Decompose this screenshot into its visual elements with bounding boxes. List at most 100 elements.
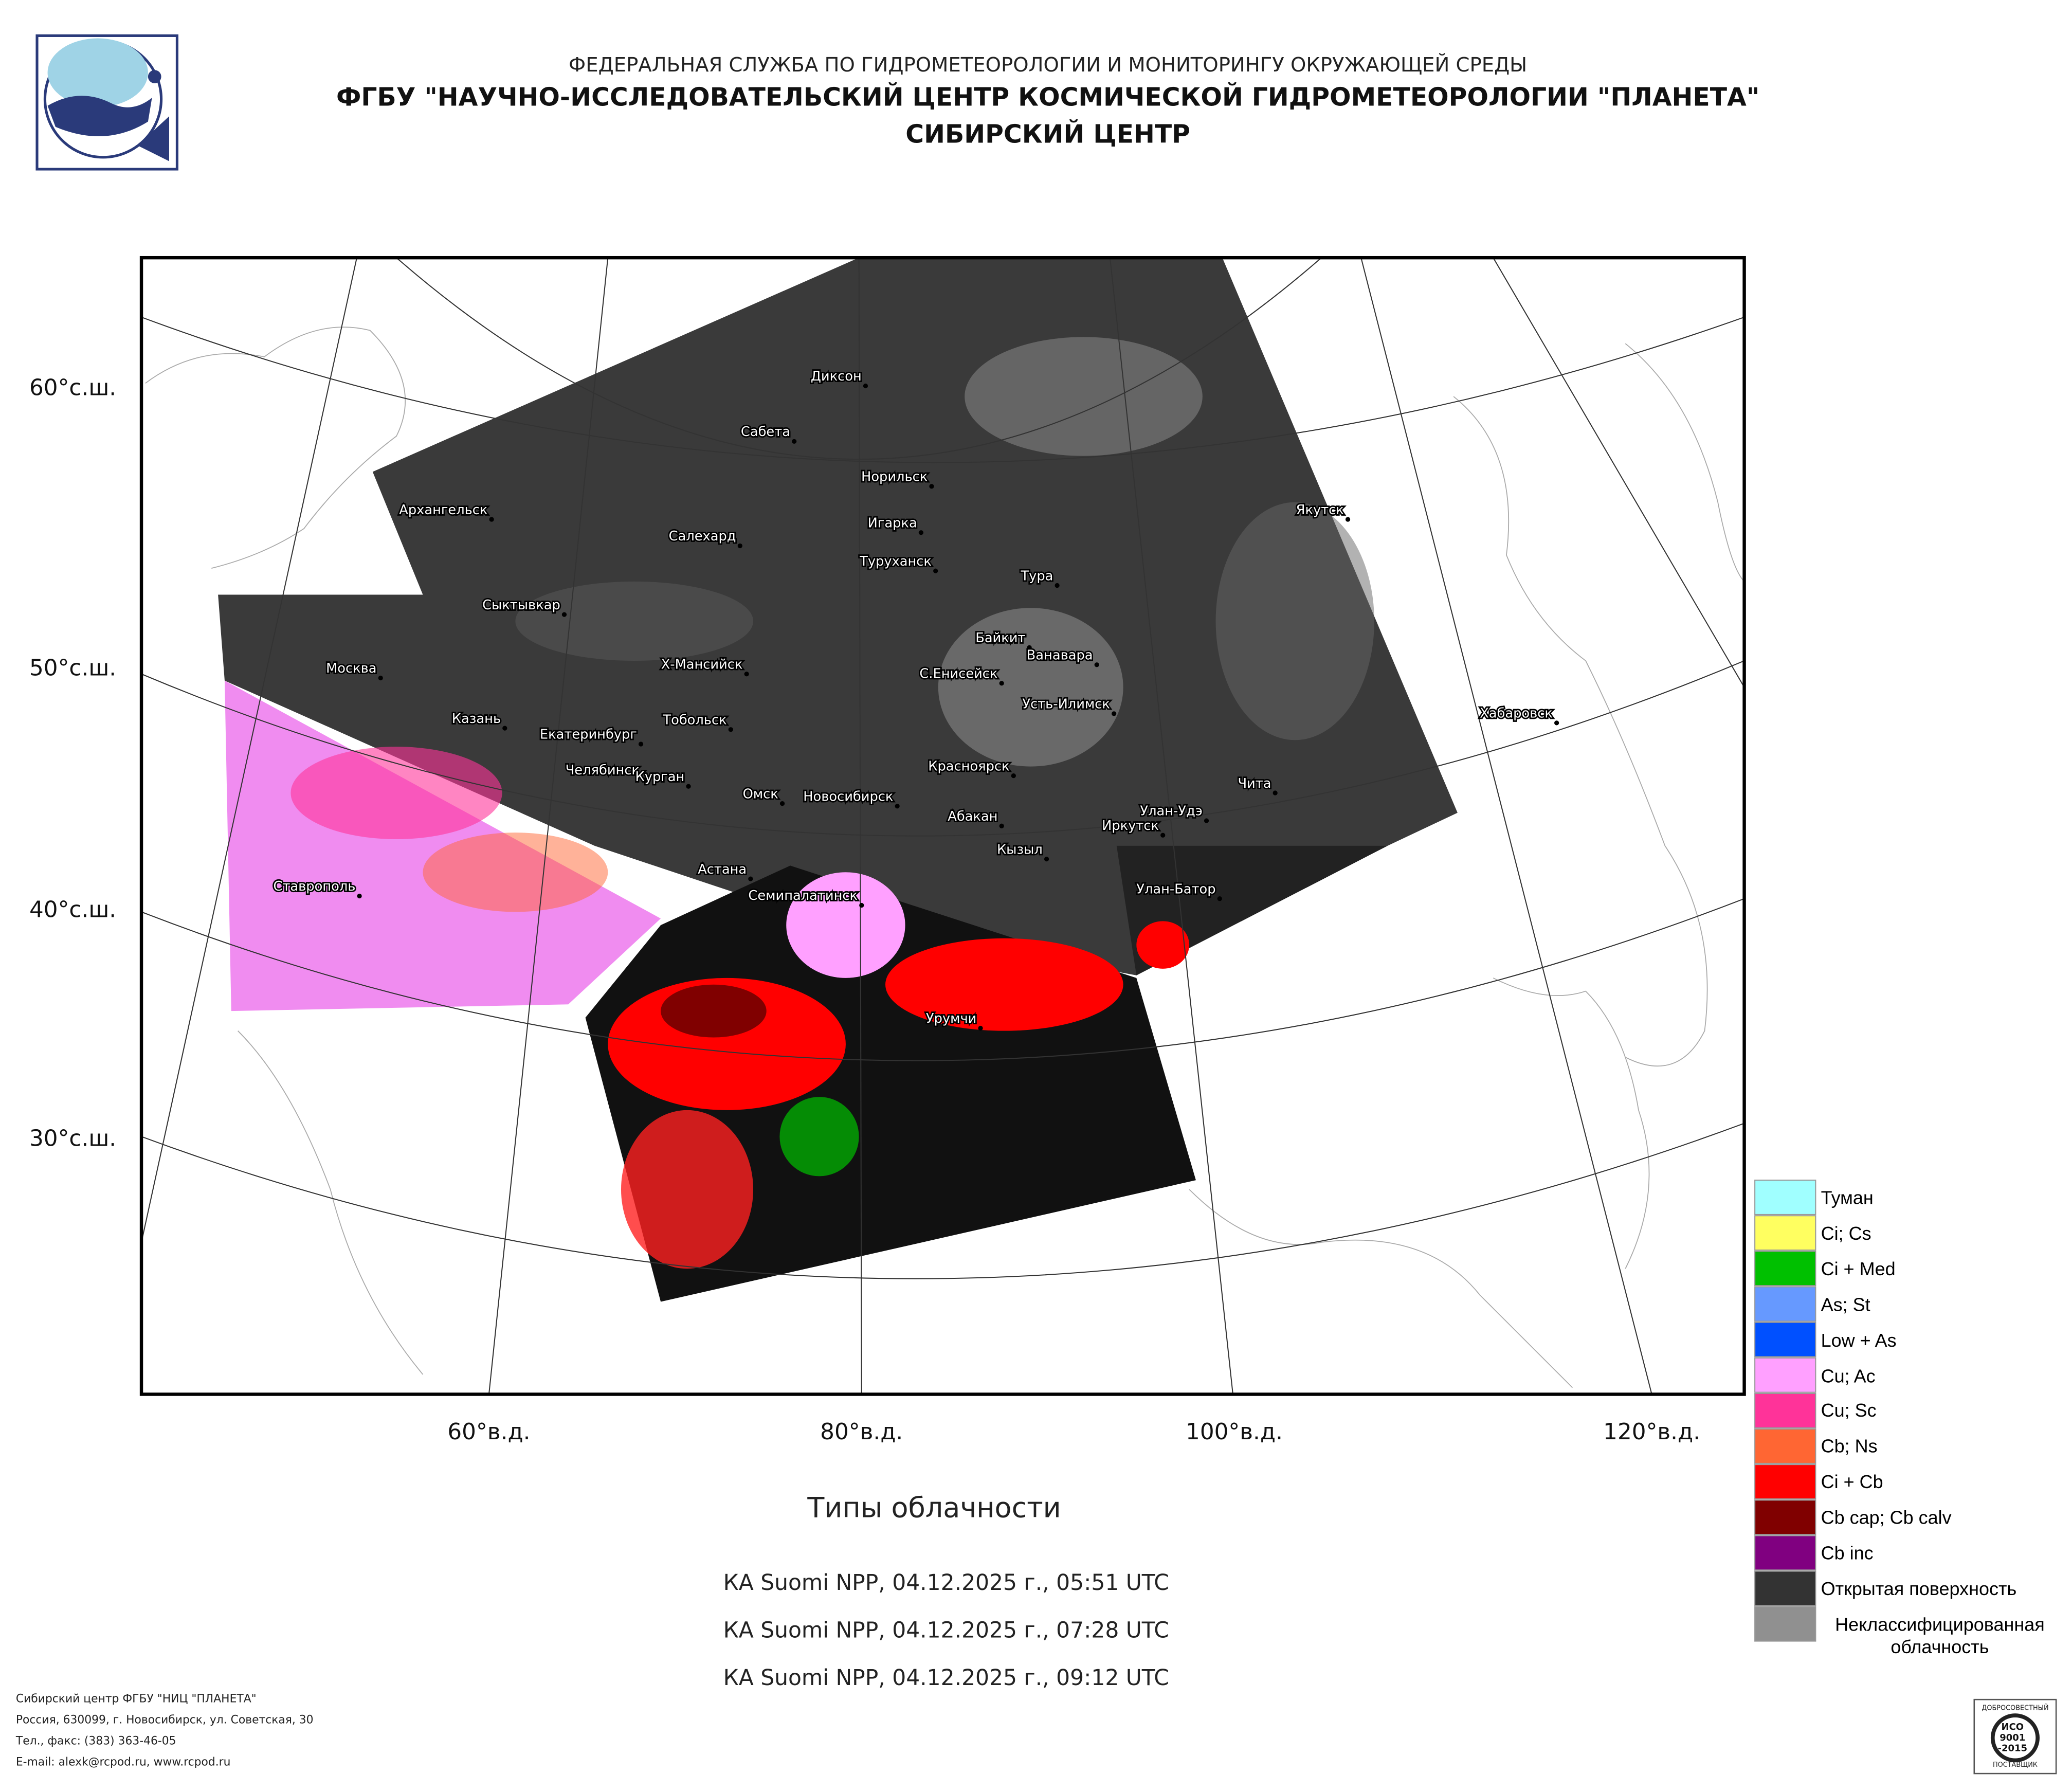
city-label: Якутск xyxy=(1296,502,1344,518)
city-label: Красноярск xyxy=(928,758,1009,774)
city-label: Казань xyxy=(452,711,501,727)
city-dot xyxy=(999,823,1004,828)
cloud-texture xyxy=(965,337,1203,456)
lat-label: 50°с.ш. xyxy=(29,655,116,681)
city-dot xyxy=(561,612,567,617)
axis-labels: 60°с.ш. 50°с.ш. 40°с.ш. 30°с.ш. 60°в.д. 80°в.… xyxy=(29,374,1700,1444)
meridian xyxy=(1360,258,1652,1395)
legend: Туман Ci; Cs Ci + Med As; St Low + As Cu; Ac C… xyxy=(1754,1180,2045,1657)
map-area: Диксон Сабета Норильск Архангельск Салехард И… xyxy=(141,258,1744,1395)
cloud-texture xyxy=(423,833,608,912)
city-dot xyxy=(859,902,864,908)
city-dot xyxy=(641,777,646,782)
city-label: Усть-Илимск xyxy=(1022,697,1110,712)
legend-swatch xyxy=(1754,1499,1816,1535)
city-dot xyxy=(999,681,1004,686)
city-label: Екатеринбург xyxy=(540,727,637,743)
city-dot xyxy=(1345,517,1351,522)
lat-label: 30°с.ш. xyxy=(29,1125,116,1151)
city-dot xyxy=(748,876,753,881)
badge-top: ДОБРОСОВЕСТНЫЙ xyxy=(1982,1704,2048,1712)
coastline xyxy=(1189,1189,1573,1388)
city-label: Москва xyxy=(326,661,376,676)
legend-label-box: Cu; Sc xyxy=(1821,1400,1877,1421)
city-label: Архангельск xyxy=(399,502,487,518)
city-label: Сабета xyxy=(741,424,790,440)
city-label: Ванавара xyxy=(1027,647,1093,663)
legend-swatch xyxy=(1754,1392,1816,1428)
city-dot xyxy=(1055,583,1060,588)
legend-label: Туман xyxy=(1821,1186,1874,1208)
legend-swatch xyxy=(1754,1606,1816,1642)
city-dot xyxy=(1112,711,1117,716)
legend-label: Cb cap; Cb calv xyxy=(1821,1507,1952,1528)
parallel xyxy=(141,316,1744,463)
city-label: Тобольск xyxy=(662,712,726,728)
legend-label-box: Cb; Ns xyxy=(1821,1435,1878,1457)
legend-label-box: Ci + Med xyxy=(1821,1258,1896,1279)
passes: КА Suomi NPP, 04.12.2025 г., 05:51 UTC КА… xyxy=(723,1570,1169,1690)
footer-line: Россия, 630099, г. Новосибирск, ул. Сове… xyxy=(16,1713,314,1726)
footer: Сибирский центр ФГБУ "НИЦ "ПЛАНЕТА" Росси… xyxy=(15,1692,314,1768)
meridian xyxy=(1493,258,1744,688)
legend-label: Cb inc xyxy=(1821,1542,1874,1564)
cloud-texture xyxy=(1215,502,1374,740)
logo xyxy=(35,34,179,171)
meridian xyxy=(1109,258,1233,1395)
city-label: Абакан xyxy=(948,809,997,824)
legend-label: Ci; Cs xyxy=(1821,1222,1871,1244)
city-dot xyxy=(1217,896,1222,901)
legend-swatch xyxy=(1754,1535,1816,1571)
city-dot xyxy=(933,568,938,573)
city-label: Ставрополь xyxy=(274,879,356,894)
city-label: Семипалатинск xyxy=(748,888,858,903)
badge-bottom: ПОСТАВЩИК xyxy=(1993,1761,2038,1769)
city-dot xyxy=(895,804,900,809)
city-dot xyxy=(1554,720,1559,726)
lon-label: 100°в.д. xyxy=(1186,1419,1283,1445)
legend-label-box: Cu; Ac xyxy=(1821,1365,1876,1386)
city-label: Байкит xyxy=(975,630,1025,646)
lon-label: 120°в.д. xyxy=(1603,1419,1700,1445)
cloud-texture xyxy=(290,747,502,840)
badge-line: ИСО xyxy=(2002,1722,2024,1732)
institute: ФГБУ "НАУЧНО-ИССЛЕДОВАТЕЛЬСКИЙ ЦЕНТР КОС… xyxy=(336,83,1759,112)
legend-label: Cb; Ns xyxy=(1821,1435,1878,1457)
pass-line: КА Suomi NPP, 04.12.2025 г., 07:28 UTC xyxy=(723,1617,1169,1642)
city-dot xyxy=(779,801,785,806)
city-dot xyxy=(1044,856,1049,862)
city-dot xyxy=(918,530,924,535)
city-dot xyxy=(744,672,749,677)
city-label: Урумчи xyxy=(926,1011,976,1026)
footer-line: Тел., факс: (383) 363-46-05 xyxy=(15,1735,176,1748)
legend-label-box: Открытая поверхность xyxy=(1821,1578,2017,1599)
legend-swatch xyxy=(1754,1286,1816,1322)
cloud-texture xyxy=(1136,921,1190,969)
legend-swatch xyxy=(1754,1464,1816,1500)
legend-swatch xyxy=(1754,1357,1816,1393)
legend-label-box: Cb cap; Cb calv xyxy=(1821,1507,1952,1528)
legend-label-box: Ci; Cs xyxy=(1821,1222,1871,1244)
city-label: Сыктывкар xyxy=(482,598,560,613)
pass-line: КА Suomi NPP, 04.12.2025 г., 09:12 UTC xyxy=(723,1665,1169,1690)
city-dot xyxy=(1204,818,1209,823)
parallel xyxy=(141,1123,1744,1279)
coastline xyxy=(238,1030,424,1375)
legend-swatch xyxy=(1754,1251,1816,1287)
city-dot xyxy=(489,517,494,522)
city-label: Игарка xyxy=(868,515,917,531)
caption-title: Типы облачности xyxy=(807,1491,1061,1524)
city-dot xyxy=(686,784,691,789)
city-dot xyxy=(378,675,383,681)
legend-label-box: Туман xyxy=(1821,1186,1874,1208)
coastline xyxy=(1625,343,1744,582)
city-dot xyxy=(1094,662,1099,667)
legend-label-box: Cb inc xyxy=(1821,1542,1874,1564)
legend-swatch xyxy=(1754,1322,1816,1358)
city-dot xyxy=(737,543,742,549)
city-dot xyxy=(978,1025,983,1031)
badge-line: 9001 xyxy=(2000,1732,2025,1743)
city-label: Диксон xyxy=(811,369,862,384)
